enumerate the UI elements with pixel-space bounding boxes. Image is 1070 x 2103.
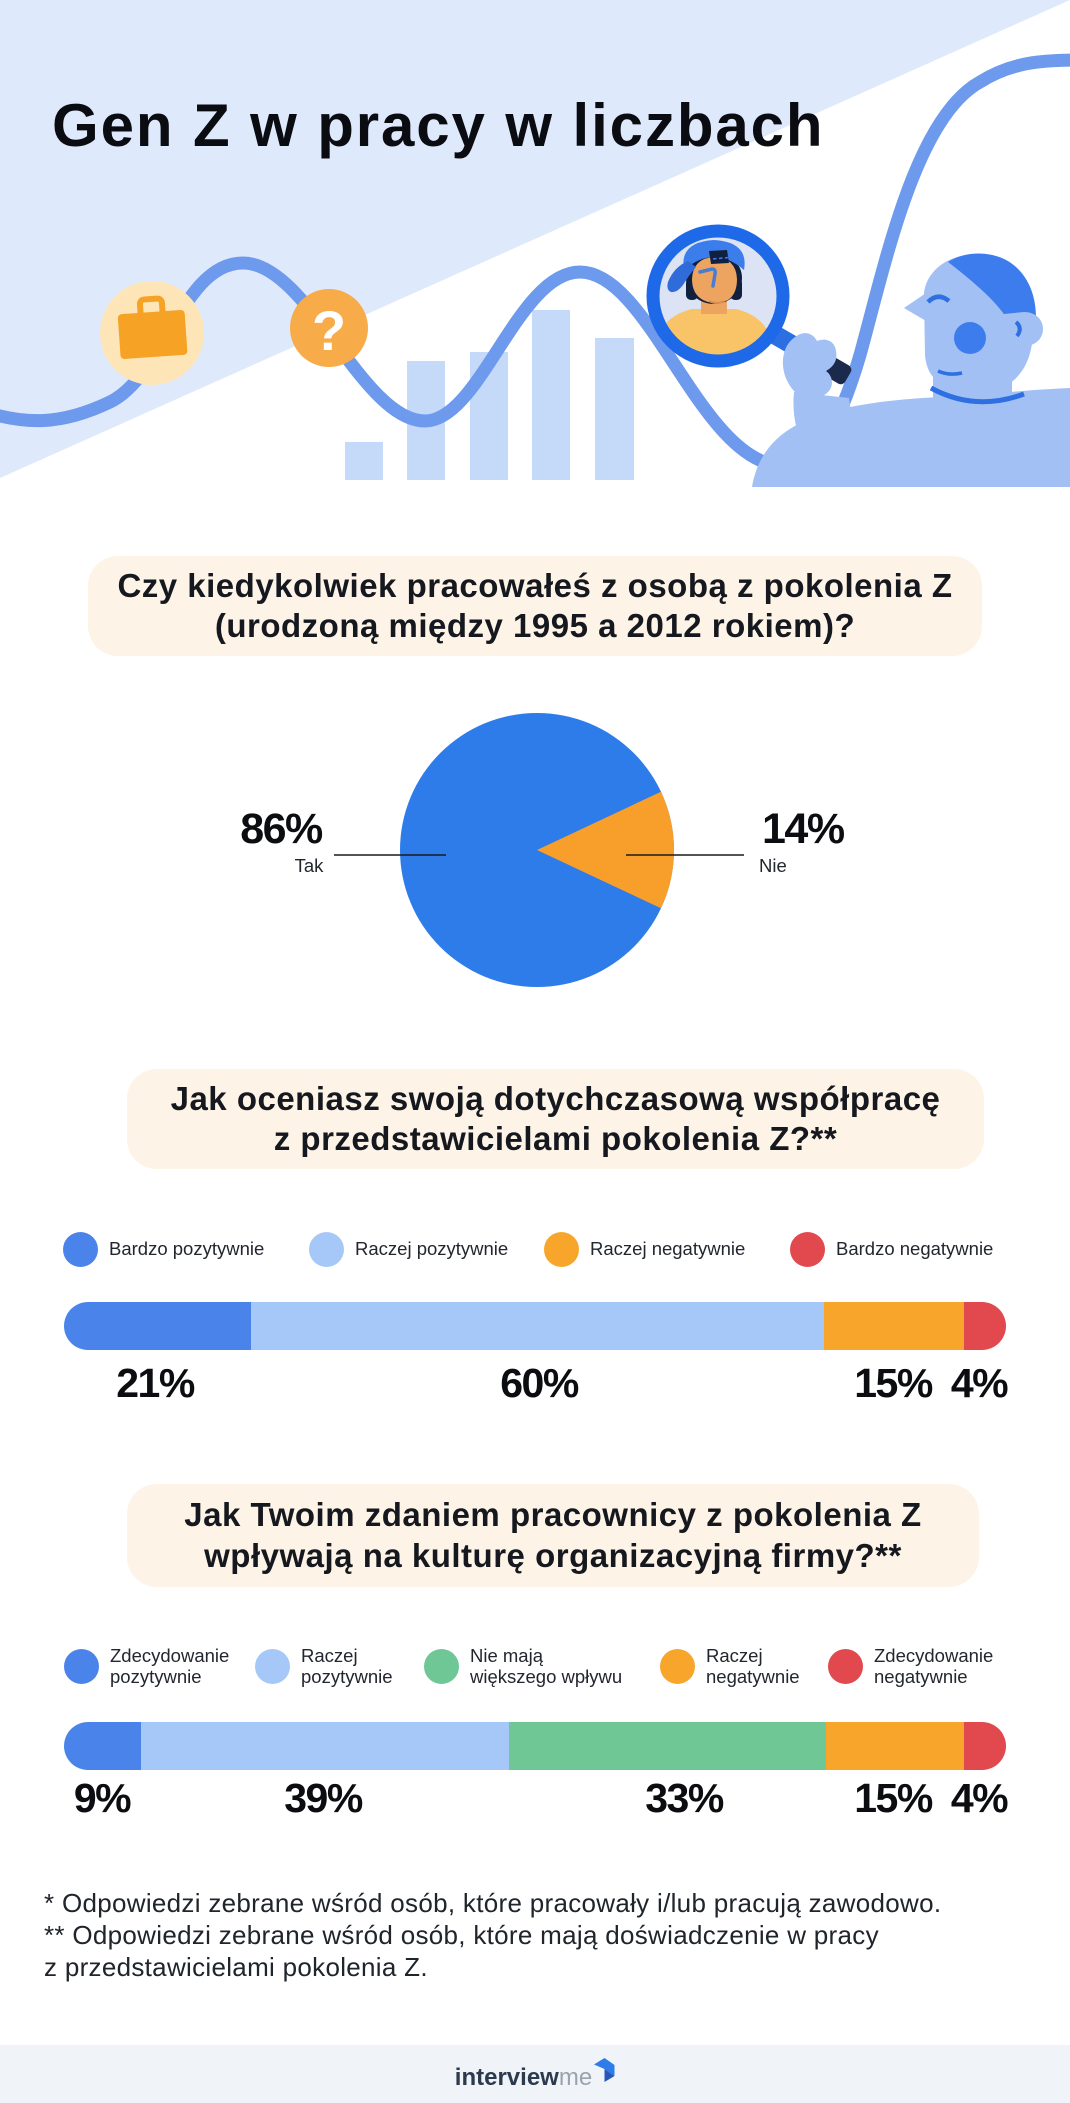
- svg-text:?: ?: [312, 299, 346, 362]
